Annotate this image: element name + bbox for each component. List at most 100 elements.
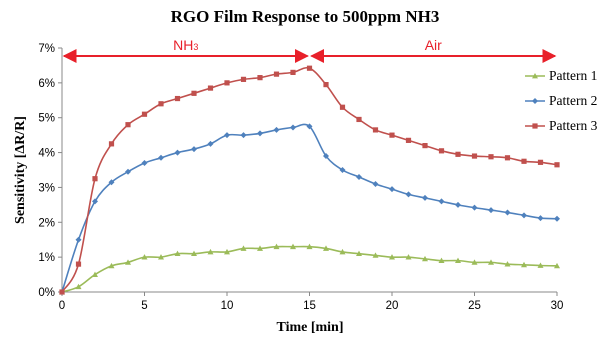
data-point (207, 140, 214, 147)
data-point (191, 90, 197, 96)
data-point (438, 148, 445, 154)
data-point (356, 116, 362, 123)
data-point (339, 167, 346, 173)
phase-annotations: NH3 Air (62, 37, 557, 63)
data-point (504, 155, 511, 161)
legend: Pattern 1 Pattern 2 Pattern 3 (525, 68, 598, 133)
data-point (240, 245, 247, 251)
y-tick-label: 0% (38, 287, 55, 299)
data-point (224, 248, 230, 255)
data-point (438, 198, 445, 205)
legend-swatch-marker (532, 98, 538, 104)
data-point (323, 245, 329, 251)
data-point (455, 151, 461, 157)
y-tick-label: 4% (38, 148, 55, 160)
series-2 (59, 123, 560, 295)
data-point (75, 283, 82, 290)
data-point (141, 160, 148, 167)
legend-label: Pattern 3 (549, 118, 598, 133)
data-point (240, 132, 247, 139)
data-point (273, 243, 280, 250)
data-point (224, 132, 230, 139)
phase-label: Air (425, 37, 442, 53)
legend-item: Pattern 1 (525, 68, 597, 83)
data-point (455, 257, 461, 264)
data-point (75, 261, 82, 267)
data-point (290, 243, 296, 250)
data-point (372, 127, 379, 133)
data-point (537, 215, 544, 222)
data-point (306, 123, 313, 130)
data-point (141, 111, 148, 117)
data-point (191, 146, 197, 153)
data-point (125, 259, 131, 265)
series-line (61, 245, 558, 293)
data-point (521, 261, 527, 268)
data-point (339, 248, 346, 255)
data-point (273, 126, 280, 133)
series-3 (59, 65, 560, 295)
series-1 (59, 243, 560, 295)
data-point (224, 80, 230, 86)
data-point (141, 254, 148, 260)
data-point (488, 259, 494, 265)
data-point (290, 69, 296, 75)
data-point (554, 262, 560, 269)
data-point (438, 257, 445, 264)
data-point (554, 162, 560, 168)
data-point (257, 75, 263, 81)
data-point (92, 176, 98, 182)
legend-swatch-marker (532, 123, 538, 129)
data-point (207, 85, 214, 91)
data-point (471, 204, 478, 211)
data-point (372, 252, 379, 258)
data-point (422, 143, 428, 149)
x-tick-label: 0 (59, 300, 65, 312)
x-tick-label: 15 (303, 300, 316, 312)
data-point (405, 137, 412, 143)
data-point (504, 261, 511, 267)
data-point (455, 201, 461, 208)
legend-label: Pattern 2 (549, 93, 597, 108)
data-point (257, 130, 263, 137)
y-tick-label: 5% (38, 113, 55, 125)
x-axis-label: Time [min] (276, 320, 343, 335)
data-point (174, 95, 181, 102)
axes: 0% 1% 2% 3% 4% 5% 6% 7% 0 5 10 15 20 25 30 (38, 43, 563, 312)
data-point (240, 76, 247, 82)
data-point (356, 250, 362, 257)
data-point (108, 179, 115, 186)
data-point (356, 173, 362, 180)
data-point (191, 250, 197, 257)
legend-label: Pattern 1 (549, 68, 597, 83)
data-point (125, 122, 131, 128)
data-point (471, 153, 478, 159)
x-tick-label: 25 (468, 300, 481, 312)
data-point (471, 259, 478, 265)
data-point (108, 262, 115, 269)
data-point (108, 141, 115, 147)
data-point (174, 250, 181, 257)
data-point (323, 153, 329, 160)
data-point (75, 236, 82, 243)
data-point (554, 215, 560, 222)
y-tick-label: 3% (38, 182, 55, 194)
legend-item: Pattern 3 (525, 118, 598, 133)
data-point (323, 82, 329, 88)
x-tick-label: 5 (141, 300, 147, 312)
data-point (504, 209, 511, 216)
data-point (158, 254, 164, 260)
data-point (257, 245, 263, 251)
data-point (537, 262, 544, 268)
data-point (521, 212, 527, 219)
x-tick-label: 30 (551, 300, 564, 312)
data-point (306, 65, 313, 71)
chart-title: RGO Film Response to 500ppm NH3 (171, 7, 440, 26)
y-tick-label: 2% (38, 217, 55, 229)
data-point (59, 289, 65, 295)
series-layer (59, 65, 560, 295)
data-point (273, 71, 280, 77)
y-tick-label: 6% (38, 78, 55, 90)
data-point (521, 158, 527, 164)
series-line (61, 66, 558, 293)
